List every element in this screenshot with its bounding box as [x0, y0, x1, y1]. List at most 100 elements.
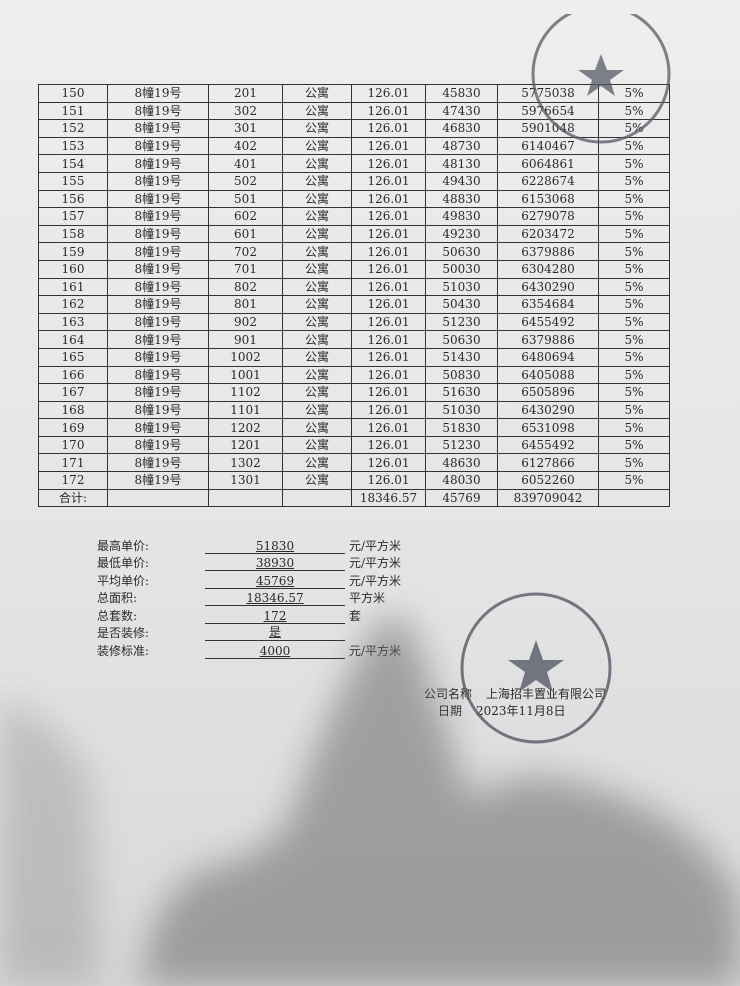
unit-number-cell: 1302 [208, 453, 283, 473]
summary-unit: 元/平方米 [349, 556, 402, 570]
property-type-cell: 公寓 [282, 154, 352, 173]
summary-row: 最高单价: 51830 元/平方米 [97, 536, 401, 554]
tax-rate-cell: 5% [598, 312, 670, 332]
total-cell: 合计: [38, 488, 108, 508]
summary-value: 是 [205, 623, 345, 641]
row-number-cell: 171 [38, 453, 108, 473]
unit-number-cell: 1101 [208, 400, 283, 420]
table-row: 152 8幢19号 301 公寓 126.01 46830 5901048 5% [38, 119, 670, 138]
property-type-cell: 公寓 [282, 400, 352, 420]
total-cell [282, 488, 352, 508]
building-cell: 8幢19号 [107, 242, 209, 261]
table-row: 154 8幢19号 401 公寓 126.01 48130 6064861 5% [38, 154, 670, 173]
unit-price-cell: 50630 [425, 242, 498, 261]
total-price-cell: 6203472 [497, 224, 599, 244]
property-type-cell: 公寓 [282, 259, 352, 279]
tax-rate-cell: 5% [598, 400, 670, 420]
company-name-label: 公司名称 [424, 687, 473, 701]
total-price-cell: 5901048 [497, 119, 599, 138]
unit-price-cell: 50430 [425, 295, 498, 314]
row-number-cell: 162 [38, 295, 108, 314]
building-cell: 8幢19号 [107, 119, 209, 138]
summary-unit: 套 [349, 608, 362, 623]
row-number-cell: 161 [38, 277, 108, 297]
row-number-cell: 150 [38, 84, 108, 103]
tax-rate-cell: 5% [598, 119, 670, 138]
area-cell: 126.01 [351, 101, 426, 121]
table-row: 171 8幢19号 1302 公寓 126.01 48630 6127866 5% [38, 453, 670, 473]
total-cell: 18346.57 [351, 488, 426, 508]
unit-price-cell: 51030 [425, 400, 498, 420]
table-row: 163 8幢19号 902 公寓 126.01 51230 6455492 5% [38, 312, 670, 332]
tax-rate-cell: 5% [598, 171, 670, 191]
property-type-cell: 公寓 [282, 347, 352, 367]
area-cell: 126.01 [351, 277, 426, 297]
table-row: 172 8幢19号 1301 公寓 126.01 48030 6052260 5% [38, 471, 670, 490]
building-cell: 8幢19号 [107, 295, 209, 314]
total-price-cell: 6064861 [497, 154, 599, 173]
property-type-cell: 公寓 [282, 119, 352, 138]
row-number-cell: 163 [38, 312, 108, 332]
tax-rate-cell: 5% [598, 277, 670, 297]
property-type-cell: 公寓 [282, 277, 352, 297]
total-price-cell: 6052260 [497, 471, 599, 490]
area-cell: 126.01 [351, 295, 426, 314]
total-price-cell: 6140467 [497, 136, 599, 156]
row-number-cell: 154 [38, 154, 108, 173]
tax-rate-cell: 5% [598, 295, 670, 314]
unit-price-cell: 49230 [425, 224, 498, 244]
table-row: 160 8幢19号 701 公寓 126.01 50030 6304280 5% [38, 259, 670, 279]
building-cell: 8幢19号 [107, 259, 209, 279]
total-price-cell: 6304280 [497, 259, 599, 279]
unit-number-cell: 502 [208, 171, 283, 191]
unit-price-cell: 51030 [425, 277, 498, 297]
unit-number-cell: 201 [208, 84, 283, 103]
total-cell: 45769 [425, 488, 498, 508]
summary-row: 装修标准: 4000 元/平方米 [97, 641, 401, 659]
building-cell: 8幢19号 [107, 471, 209, 490]
star-icon [508, 640, 564, 692]
unit-number-cell: 302 [208, 101, 283, 121]
total-cell [598, 488, 670, 508]
summary-row: 是否装修: 是 [97, 623, 401, 641]
tax-rate-cell: 5% [598, 189, 670, 209]
unit-number-cell: 802 [208, 277, 283, 297]
unit-number-cell: 602 [208, 207, 283, 226]
unit-number-cell: 1102 [208, 383, 283, 402]
property-type-cell: 公寓 [282, 101, 352, 121]
tax-rate-cell: 5% [598, 242, 670, 261]
row-number-cell: 160 [38, 259, 108, 279]
unit-price-cell: 48030 [425, 471, 498, 490]
total-row: 合计: 18346.57 45769 839709042 [38, 488, 670, 508]
tax-rate-cell: 5% [598, 435, 670, 455]
building-cell: 8幢19号 [107, 101, 209, 121]
unit-price-cell: 48630 [425, 453, 498, 473]
row-number-cell: 169 [38, 418, 108, 437]
row-number-cell: 168 [38, 400, 108, 420]
area-cell: 126.01 [351, 471, 426, 490]
unit-price-cell: 48830 [425, 189, 498, 209]
tax-rate-cell: 5% [598, 207, 670, 226]
unit-number-cell: 301 [208, 119, 283, 138]
row-number-cell: 166 [38, 365, 108, 385]
summary-value: 172 [205, 609, 345, 624]
area-cell: 126.01 [351, 224, 426, 244]
area-cell: 126.01 [351, 383, 426, 402]
area-cell: 126.01 [351, 365, 426, 385]
total-price-cell: 6480694 [497, 347, 599, 367]
building-cell: 8幢19号 [107, 400, 209, 420]
unit-price-cell: 49430 [425, 171, 498, 191]
property-type-cell: 公寓 [282, 453, 352, 473]
area-cell: 126.01 [351, 189, 426, 209]
row-number-cell: 165 [38, 347, 108, 367]
company-name: 上海招丰置业有限公司 [486, 687, 607, 701]
row-number-cell: 152 [38, 119, 108, 138]
building-cell: 8幢19号 [107, 347, 209, 367]
property-type-cell: 公寓 [282, 330, 352, 349]
unit-number-cell: 1301 [208, 471, 283, 490]
table-row: 158 8幢19号 601 公寓 126.01 49230 6203472 5% [38, 224, 670, 244]
unit-price-cell: 50030 [425, 259, 498, 279]
tax-rate-cell: 5% [598, 330, 670, 349]
building-cell: 8幢19号 [107, 330, 209, 349]
unit-price-cell: 51230 [425, 312, 498, 332]
